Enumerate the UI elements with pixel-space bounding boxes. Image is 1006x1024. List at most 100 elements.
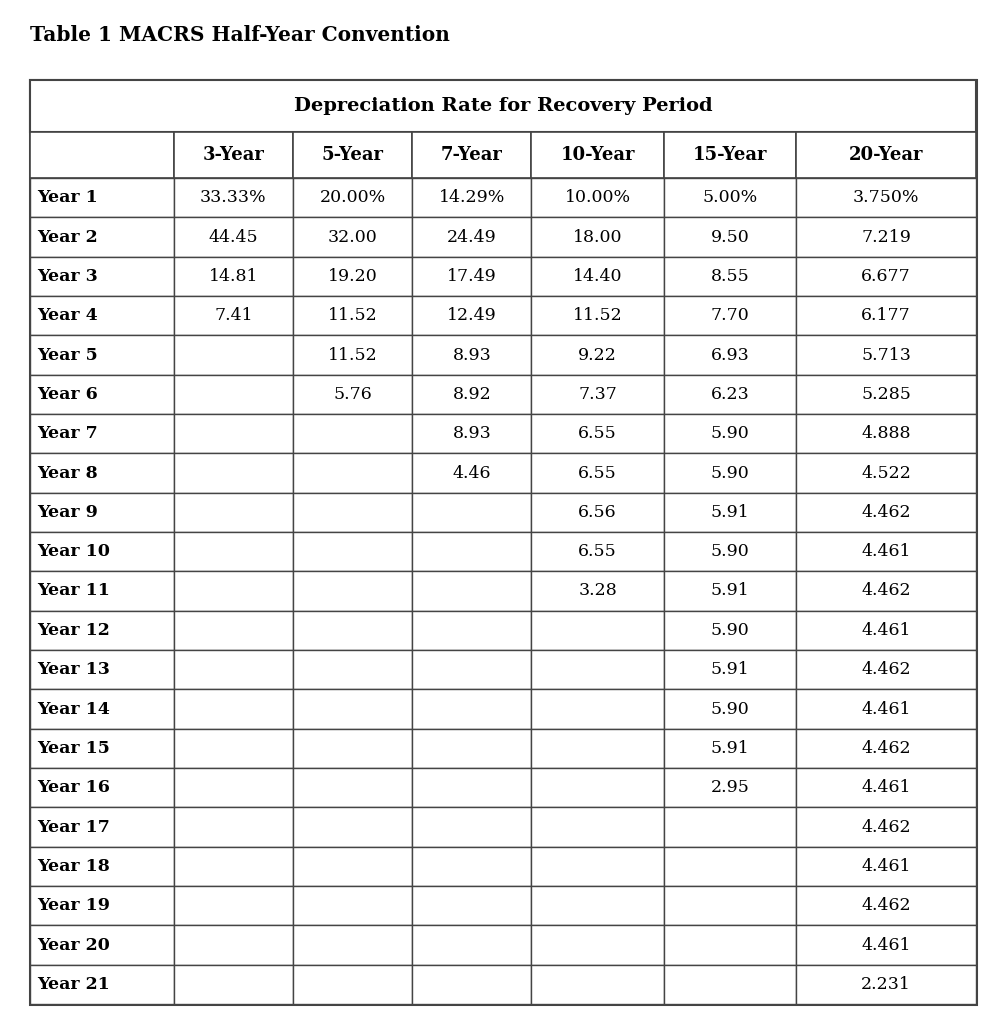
- Text: Year 17: Year 17: [37, 818, 110, 836]
- Bar: [412, 807, 531, 847]
- Text: 7.37: 7.37: [578, 386, 617, 402]
- Bar: [531, 178, 664, 217]
- Bar: [664, 729, 797, 768]
- Bar: [174, 454, 293, 493]
- Bar: [797, 335, 976, 375]
- Bar: [174, 335, 293, 375]
- Text: 32.00: 32.00: [328, 228, 377, 246]
- Bar: [293, 375, 412, 414]
- Text: Year 7: Year 7: [37, 425, 98, 442]
- Bar: [664, 965, 797, 1004]
- Bar: [174, 257, 293, 296]
- Bar: [174, 414, 293, 454]
- Text: 17.49: 17.49: [447, 268, 497, 285]
- Bar: [412, 454, 531, 493]
- Bar: [412, 532, 531, 571]
- Bar: [293, 454, 412, 493]
- Bar: [412, 650, 531, 689]
- Text: Year 20: Year 20: [37, 937, 110, 953]
- Bar: [30, 689, 174, 729]
- Bar: [664, 847, 797, 886]
- Text: 6.56: 6.56: [578, 504, 617, 521]
- Bar: [412, 926, 531, 965]
- Text: 6.55: 6.55: [578, 543, 617, 560]
- Text: Year 10: Year 10: [37, 543, 110, 560]
- Bar: [30, 571, 174, 610]
- Text: 10-Year: 10-Year: [560, 146, 635, 164]
- Bar: [412, 257, 531, 296]
- Bar: [664, 532, 797, 571]
- Text: 8.93: 8.93: [453, 346, 491, 364]
- Text: Year 18: Year 18: [37, 858, 110, 874]
- Bar: [174, 965, 293, 1004]
- Bar: [30, 610, 174, 650]
- Bar: [30, 965, 174, 1004]
- Bar: [293, 729, 412, 768]
- Text: 5.91: 5.91: [710, 504, 749, 521]
- Bar: [293, 807, 412, 847]
- Bar: [293, 532, 412, 571]
- Bar: [531, 650, 664, 689]
- Bar: [531, 532, 664, 571]
- Text: 14.81: 14.81: [208, 268, 259, 285]
- Bar: [664, 886, 797, 926]
- Text: 5.90: 5.90: [710, 622, 749, 639]
- Bar: [293, 257, 412, 296]
- Bar: [531, 610, 664, 650]
- Text: 4.462: 4.462: [861, 897, 911, 914]
- Text: 4.461: 4.461: [861, 779, 910, 797]
- Bar: [797, 650, 976, 689]
- Text: 33.33%: 33.33%: [200, 189, 267, 206]
- Bar: [797, 454, 976, 493]
- Text: 4.462: 4.462: [861, 583, 911, 599]
- Text: 24.49: 24.49: [447, 228, 497, 246]
- Bar: [664, 493, 797, 532]
- Text: 5.91: 5.91: [710, 583, 749, 599]
- Text: Year 8: Year 8: [37, 465, 98, 481]
- Bar: [293, 335, 412, 375]
- Bar: [174, 571, 293, 610]
- Text: Year 12: Year 12: [37, 622, 110, 639]
- Text: 8.92: 8.92: [453, 386, 491, 402]
- Text: 8.93: 8.93: [453, 425, 491, 442]
- Text: 5.90: 5.90: [710, 425, 749, 442]
- Bar: [30, 296, 174, 335]
- Bar: [412, 965, 531, 1004]
- Bar: [797, 729, 976, 768]
- Bar: [30, 886, 174, 926]
- Bar: [664, 132, 797, 178]
- Text: Table 1 MACRS Half-Year Convention: Table 1 MACRS Half-Year Convention: [30, 25, 450, 45]
- Text: Depreciation Rate for Recovery Period: Depreciation Rate for Recovery Period: [294, 97, 712, 115]
- Bar: [293, 610, 412, 650]
- Bar: [174, 729, 293, 768]
- Bar: [30, 493, 174, 532]
- Text: 4.462: 4.462: [861, 739, 911, 757]
- Bar: [293, 414, 412, 454]
- Bar: [531, 847, 664, 886]
- Bar: [174, 807, 293, 847]
- Bar: [664, 178, 797, 217]
- Text: 9.22: 9.22: [578, 346, 617, 364]
- Bar: [293, 178, 412, 217]
- Bar: [412, 847, 531, 886]
- Text: 2.231: 2.231: [861, 976, 911, 993]
- Bar: [174, 178, 293, 217]
- Bar: [30, 768, 174, 807]
- Bar: [531, 493, 664, 532]
- Bar: [30, 650, 174, 689]
- Bar: [531, 132, 664, 178]
- Bar: [293, 886, 412, 926]
- Text: 4.461: 4.461: [861, 700, 910, 718]
- Bar: [293, 650, 412, 689]
- Bar: [412, 886, 531, 926]
- Text: 9.50: 9.50: [710, 228, 749, 246]
- Bar: [664, 926, 797, 965]
- Bar: [664, 257, 797, 296]
- Bar: [30, 132, 174, 178]
- Text: 5.91: 5.91: [710, 739, 749, 757]
- Bar: [293, 571, 412, 610]
- Bar: [531, 965, 664, 1004]
- Text: 6.93: 6.93: [710, 346, 749, 364]
- Bar: [531, 296, 664, 335]
- Bar: [30, 375, 174, 414]
